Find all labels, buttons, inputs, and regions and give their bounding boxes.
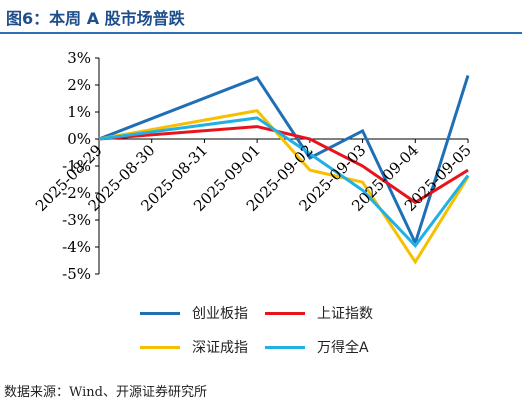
series-line-2 bbox=[98, 109, 470, 265]
y-tick-label: 2% bbox=[67, 76, 91, 94]
legend-item-sse: 上证指数 bbox=[265, 304, 373, 322]
legend-label-wind-a: 万得全A bbox=[317, 340, 369, 356]
legend-swatch-szse bbox=[140, 345, 180, 349]
title-divider bbox=[0, 32, 522, 34]
y-tick-label: -5% bbox=[62, 265, 91, 283]
legend-swatch-chinext bbox=[140, 311, 180, 315]
data-source-note: 数据来源：Wind、开源证券研究所 bbox=[4, 385, 207, 400]
series-line-0 bbox=[98, 75, 470, 248]
legend-label-chinext: 创业板指 bbox=[192, 306, 248, 322]
legend-item-szse: 深证成指 bbox=[140, 338, 248, 356]
series-lines bbox=[98, 75, 470, 265]
y-tick-label: 3% bbox=[67, 49, 91, 67]
y-tick-label: 1% bbox=[67, 103, 91, 121]
legend-item-chinext: 创业板指 bbox=[140, 304, 248, 322]
legend-item-wind-a: 万得全A bbox=[265, 338, 369, 356]
legend-label-sse: 上证指数 bbox=[317, 306, 373, 322]
y-tick-label: -1% bbox=[62, 157, 91, 175]
y-tick-label: -2% bbox=[62, 184, 91, 202]
series-line-1 bbox=[98, 125, 469, 205]
y-axis: 3% 2% 1% 0% -1% -2% -3% -4% -5% bbox=[62, 49, 100, 283]
chart-title: 图6：本周 A 股市场普跌 bbox=[6, 9, 185, 28]
legend-swatch-sse bbox=[265, 311, 305, 315]
y-tick-label: 0% bbox=[67, 130, 91, 148]
y-tick-label: -4% bbox=[62, 238, 91, 256]
legend-label-szse: 深证成指 bbox=[192, 340, 248, 356]
x-tick-labels: 2025-08-292025-08-302025-08-312025-09-01… bbox=[32, 141, 475, 215]
legend-swatch-wind-a bbox=[265, 345, 305, 349]
series-line-3 bbox=[98, 116, 470, 249]
y-tick-label: -3% bbox=[62, 211, 91, 229]
line-chart: 3% 2% 1% 0% -1% -2% -3% -4% -5% 2025-08-292025-0… bbox=[32, 49, 475, 283]
